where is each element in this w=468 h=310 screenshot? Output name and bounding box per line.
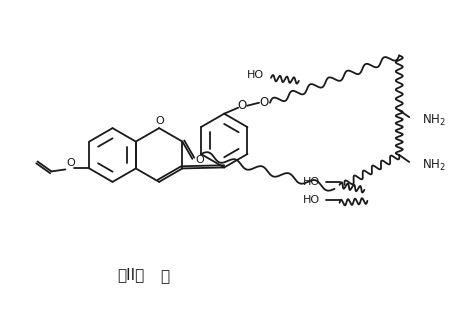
- Text: O: O: [237, 99, 247, 112]
- Text: NH$_2$: NH$_2$: [422, 113, 446, 128]
- Text: O: O: [156, 116, 164, 126]
- Text: HO: HO: [247, 70, 264, 80]
- Text: HO: HO: [302, 195, 320, 205]
- Text: HO: HO: [302, 177, 320, 187]
- Text: NH$_2$: NH$_2$: [422, 157, 446, 172]
- Text: O: O: [195, 155, 204, 165]
- Text: O: O: [66, 158, 75, 168]
- Text: O: O: [259, 96, 269, 109]
- Text: （II）: （II）: [117, 267, 144, 282]
- Text: 。: 。: [161, 269, 170, 284]
